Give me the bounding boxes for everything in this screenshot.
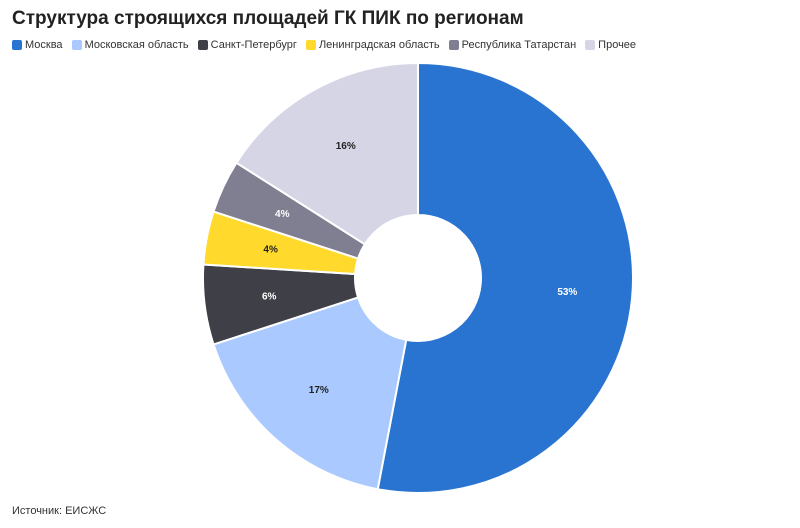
pie-slice [235,61,419,246]
legend-label: Прочее [598,39,637,51]
legend-item: Ленинградская область [305,39,440,51]
legend-label: Московская область [84,39,189,51]
legend-item: Республика Татарстан [448,39,577,51]
legend-item: Прочее [585,39,636,51]
legend-label: Республика Татарстан [461,39,577,51]
legend-swatch [71,40,82,50]
chart-title: Структура строящихся площадей ГК ПИК по … [12,8,524,29]
legend-swatch [12,40,22,50]
legend-swatch [197,40,208,50]
slice-data-label: 6% [262,291,277,302]
pie-slice [376,61,634,494]
legend-item: Москва [12,39,63,51]
legend-swatch [585,40,596,50]
chart-legend: Москва Московская область Санкт-Петербург Л… [12,39,636,51]
legend-label: Санкт-Петербург [210,39,297,51]
legend-swatch [448,40,459,50]
slice-data-label: 4% [263,245,278,256]
slice-data-label: 53% [557,287,577,298]
slice-data-label: 17% [309,385,329,396]
legend-swatch [305,40,316,50]
pie-slice [212,296,408,491]
legend-label: Ленинградская область [318,39,440,51]
source-note: Источник: ЕИСЖС [12,505,107,517]
legend-label: Москва [25,39,63,51]
slice-data-label: 16% [336,141,356,152]
slice-data-label: 4% [275,209,290,220]
legend-item: Московская область [71,39,189,51]
legend-item: Санкт-Петербург [197,39,297,51]
